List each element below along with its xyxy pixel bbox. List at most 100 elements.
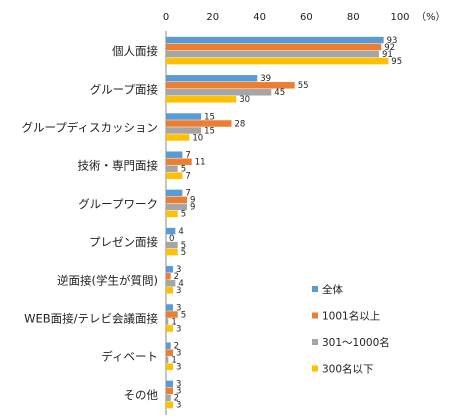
bar bbox=[166, 266, 174, 273]
bar bbox=[166, 311, 178, 318]
bar bbox=[166, 89, 272, 96]
data-label: 3 bbox=[176, 387, 181, 397]
data-label: 9 bbox=[190, 196, 195, 206]
bar bbox=[166, 363, 174, 370]
data-label: 2 bbox=[174, 341, 179, 351]
data-label: 7 bbox=[185, 171, 190, 181]
x-tick-label: 100 bbox=[390, 12, 409, 23]
bar bbox=[166, 172, 183, 179]
bar bbox=[166, 401, 174, 409]
legend-label: 全体 bbox=[322, 283, 343, 296]
bar bbox=[166, 356, 169, 363]
data-label: 92 bbox=[384, 43, 395, 53]
data-label: 3 bbox=[176, 286, 181, 296]
bar bbox=[166, 203, 188, 211]
category-labels: 個人面接グループ面接グループディスカッション技術・専門面接グループワークプレゼン… bbox=[21, 44, 158, 402]
bar bbox=[166, 387, 174, 395]
data-label: 4 bbox=[178, 227, 183, 237]
data-label: 3 bbox=[176, 348, 181, 358]
data-label: 7 bbox=[185, 189, 190, 199]
bar bbox=[166, 287, 174, 294]
bar bbox=[166, 75, 258, 82]
data-label: 28 bbox=[235, 119, 246, 129]
legend-swatch bbox=[312, 339, 318, 345]
data-label: 1 bbox=[171, 355, 176, 365]
bar bbox=[166, 113, 202, 120]
data-label: 7 bbox=[185, 150, 190, 160]
x-tick-label: 20 bbox=[206, 12, 219, 23]
x-tick-label: 0 bbox=[163, 12, 169, 23]
category-label: グループ面接 bbox=[90, 82, 159, 96]
bar bbox=[166, 36, 384, 44]
bar bbox=[166, 227, 176, 235]
data-label: 55 bbox=[298, 81, 309, 91]
category-label: WEB面接/テレビ会議面接 bbox=[24, 312, 158, 326]
data-label: 3 bbox=[176, 303, 181, 313]
bar bbox=[166, 151, 183, 158]
bars: 9392919539554530152815107115779954055324… bbox=[166, 36, 402, 411]
data-label: 5 bbox=[181, 164, 186, 174]
category-label: 個人面接 bbox=[112, 44, 158, 58]
data-label: 10 bbox=[192, 133, 203, 143]
bar bbox=[166, 273, 171, 280]
x-tick-label: 60 bbox=[300, 12, 313, 23]
bar bbox=[166, 349, 174, 356]
data-label: 95 bbox=[391, 57, 402, 67]
x-axis: 0 20 40 60 80 100 bbox=[163, 12, 410, 23]
data-label: 5 bbox=[181, 310, 186, 320]
data-label: 3 bbox=[176, 401, 181, 411]
bar bbox=[166, 394, 171, 402]
legend-swatch bbox=[312, 312, 318, 319]
legend-swatch bbox=[312, 286, 318, 292]
bar bbox=[166, 158, 192, 165]
bar bbox=[166, 342, 171, 349]
category-label: その他 bbox=[124, 388, 159, 402]
data-label: 45 bbox=[274, 88, 285, 98]
data-label: 5 bbox=[181, 210, 186, 220]
x-tick-label: 80 bbox=[347, 12, 360, 23]
data-label: 9 bbox=[190, 203, 195, 213]
data-label: 11 bbox=[195, 157, 206, 167]
data-label: 39 bbox=[260, 74, 271, 84]
data-label: 3 bbox=[176, 324, 181, 334]
legend-swatch bbox=[312, 365, 318, 372]
unit-label: （%） bbox=[416, 11, 446, 23]
data-label: 30 bbox=[239, 95, 250, 105]
legend-label: 301～1000名 bbox=[322, 336, 390, 349]
data-label: 3 bbox=[176, 362, 181, 372]
legend: 全体 1001名以上 301～1000名 300名以下 bbox=[312, 283, 390, 376]
bar bbox=[166, 57, 389, 65]
bar bbox=[166, 196, 188, 204]
bar bbox=[166, 280, 176, 287]
bar bbox=[166, 241, 178, 249]
data-label: 2 bbox=[174, 394, 179, 404]
bar bbox=[166, 96, 237, 103]
data-label: 5 bbox=[181, 241, 186, 251]
category-label: グループディスカッション bbox=[21, 121, 158, 135]
bar bbox=[166, 248, 178, 256]
data-label: 15 bbox=[204, 112, 215, 122]
category-label: グループワーク bbox=[78, 197, 158, 211]
bar bbox=[166, 210, 178, 218]
bar bbox=[166, 318, 169, 325]
bar bbox=[166, 165, 178, 172]
data-label: 0 bbox=[169, 234, 174, 244]
bar bbox=[166, 50, 379, 58]
bar bbox=[166, 325, 174, 332]
bar bbox=[166, 120, 232, 127]
data-label: 93 bbox=[387, 36, 398, 46]
data-label: 1 bbox=[171, 317, 176, 327]
bar bbox=[166, 189, 183, 197]
bar bbox=[166, 127, 202, 134]
bar bbox=[166, 43, 382, 51]
data-label: 4 bbox=[178, 279, 183, 289]
category-label: ディベート bbox=[101, 350, 158, 364]
category-label: 技術・専門面接 bbox=[78, 159, 159, 173]
data-label: 5 bbox=[181, 248, 186, 258]
bar bbox=[166, 82, 295, 89]
bar bbox=[166, 304, 174, 311]
data-label: 3 bbox=[176, 265, 181, 275]
bar bbox=[166, 380, 174, 388]
x-tick-label: 40 bbox=[253, 12, 266, 23]
